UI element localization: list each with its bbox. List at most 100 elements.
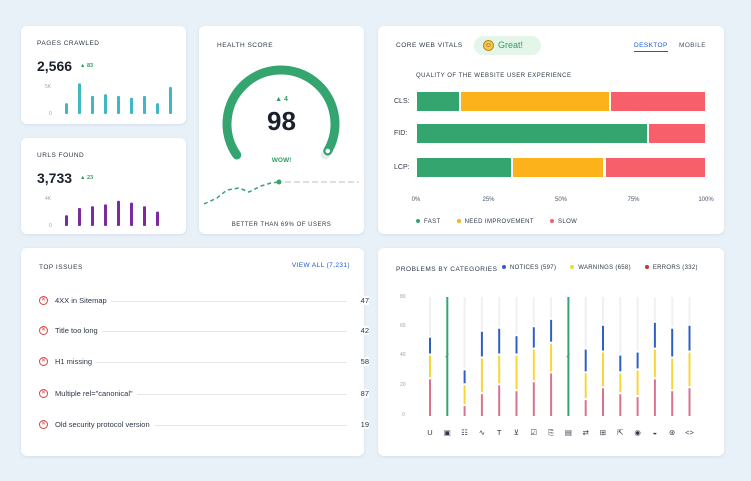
cwv-status-pill: ☺ Great! [474, 36, 541, 55]
legend-warnings: WARNINGS (658) [570, 265, 631, 271]
urls-found-bar [117, 200, 120, 226]
category-icon[interactable]: U [427, 428, 433, 437]
cwv-row-label: CLS: [394, 98, 410, 105]
cwv-segment-need [460, 92, 610, 111]
legend-warnings-label: WARNINGS (658) [578, 265, 631, 271]
legend-fast: FAST [416, 219, 441, 225]
issue-row[interactable]: ✕ Title too long 42 [39, 324, 369, 338]
issue-label: 4XX in Sitemap [55, 296, 111, 305]
error-icon: ✕ [39, 296, 48, 305]
category-icon[interactable]: ⇱ [617, 428, 624, 437]
urls-found-ymin: 0 [49, 223, 52, 229]
category-icon[interactable]: <> [685, 428, 694, 437]
cwv-row-label: LCP: [394, 164, 410, 171]
health-gauge-knob [324, 147, 332, 155]
cwv-axis-tick: 0% [411, 197, 421, 203]
category-icon[interactable]: ⎘ [548, 428, 555, 437]
health-trend-line [203, 181, 280, 205]
urls-found-ymax: 4K [45, 196, 52, 202]
error-icon: ✕ [39, 326, 48, 335]
legend-errors-label: ERRORS (332) [652, 265, 698, 271]
cwv-subtitle: QUALITY OF THE WEBSITE USER EXPERIENCE [416, 73, 572, 79]
pages-crawled-bar [117, 96, 120, 114]
error-icon: ✕ [39, 389, 48, 398]
cwv-axis-tick: 100% [698, 197, 714, 203]
problems-ytick: 80 [400, 294, 406, 300]
check-icon: ✓ [565, 353, 571, 360]
top-issues-card: TOP ISSUES VIEW ALL (7,231) ✕ 4XX in Sit… [21, 248, 369, 456]
pages-crawled-bar [169, 87, 172, 114]
health-trend-point [276, 179, 282, 185]
pages-crawled-bar [104, 94, 107, 114]
legend-fast-label: FAST [424, 219, 441, 225]
cwv-status-label: Great! [498, 40, 524, 50]
urls-found-bar-chart [65, 200, 159, 226]
category-icon[interactable]: ☷ [461, 428, 468, 437]
legend-notices: NOTICES (597) [502, 265, 556, 271]
pages-crawled-bar [156, 103, 159, 114]
category-icon[interactable]: T [496, 428, 502, 437]
category-icon[interactable]: ⇄ [582, 428, 589, 437]
pages-crawled-bar [78, 83, 81, 114]
view-all-issues-link[interactable]: VIEW ALL (7,231) [291, 262, 350, 269]
check-icon: ✓ [444, 353, 450, 360]
problems-title: PROBLEMS BY CATEGORIES [396, 266, 498, 273]
category-icon[interactable]: ◉ [634, 428, 641, 437]
tab-mobile[interactable]: MOBILE [679, 42, 706, 49]
legend-errors: ERRORS (332) [644, 265, 698, 271]
health-score-title: HEALTH SCORE [217, 42, 274, 49]
cwv-legend: FAST NEED IMPROVEMENT SLOW [416, 219, 577, 225]
pages-crawled-bar [65, 103, 68, 114]
health-score-badge: WOW! [271, 157, 292, 164]
cwv-segment-fast [417, 92, 459, 111]
issue-count: 42 [356, 326, 369, 335]
category-icon[interactable]: ◒ [652, 428, 658, 437]
pages-crawled-ymin: 0 [49, 111, 52, 117]
issue-label: Old security protocol version [55, 420, 154, 429]
pages-crawled-ymax: 5K [45, 84, 52, 90]
pages-crawled-bar-chart [65, 83, 172, 114]
cwv-axis-tick: 25% [482, 197, 495, 203]
pages-crawled-card: PAGES CRAWLED 2,566 ▲ 83 5K 0 [21, 26, 186, 124]
cwv-segment-fast [417, 158, 511, 177]
issue-label: H1 missing [55, 357, 97, 366]
issue-label: Title too long [55, 326, 102, 335]
health-score-value: 98 [267, 106, 296, 136]
error-icon: ✕ [39, 357, 48, 366]
category-icon[interactable]: ▣ [443, 428, 451, 437]
category-icon[interactable]: ⊞ [599, 428, 607, 437]
urls-found-delta: ▲ 23 [80, 175, 94, 181]
urls-found-bar [78, 208, 81, 226]
issue-row[interactable]: ✕ Old security protocol version 19 [39, 418, 369, 432]
health-gauge-fill [222, 65, 340, 160]
top-issues-title: TOP ISSUES [39, 264, 83, 271]
core-web-vitals-card: CORE WEB VITALS ☺ Great! DESKTOP MOBILE … [378, 26, 724, 234]
smiley-icon: ☺ [483, 40, 494, 51]
issue-row[interactable]: ✕ H1 missing 58 [39, 355, 369, 369]
problems-ytick: 60 [400, 323, 406, 329]
cwv-segment-fast [417, 124, 647, 143]
issue-row[interactable]: ✕ 4XX in Sitemap 47 [39, 294, 369, 308]
category-icon[interactable]: ▤ [564, 428, 572, 437]
category-icon[interactable]: ⊻ [513, 428, 520, 437]
issue-count: 47 [356, 296, 369, 305]
category-icon[interactable]: ☑ [530, 428, 538, 437]
legend-notices-label: NOTICES (597) [510, 265, 557, 271]
pages-crawled-bar [91, 96, 94, 114]
cwv-segment-slow [649, 124, 705, 143]
cwv-axis-tick: 50% [554, 197, 567, 203]
urls-found-bar [104, 204, 107, 226]
urls-found-title: URLS FOUND [37, 152, 85, 159]
urls-found-bar [143, 206, 146, 226]
category-icon[interactable]: ∿ [478, 428, 486, 437]
legend-need: NEED IMPROVEMENT [456, 219, 534, 225]
legend-need-label: NEED IMPROVEMENT [464, 219, 534, 225]
problems-ytick: 40 [400, 352, 406, 358]
urls-found-value: 3,733 [37, 170, 73, 186]
health-score-delta: ▲ 4 [275, 96, 288, 103]
issue-count: 58 [356, 357, 369, 366]
issue-row[interactable]: ✕ Multiple rel="canonical" 87 [39, 387, 369, 401]
tab-desktop[interactable]: DESKTOP [634, 42, 668, 52]
category-icon[interactable]: ⊛ [669, 428, 676, 437]
error-icon: ✕ [39, 420, 48, 429]
